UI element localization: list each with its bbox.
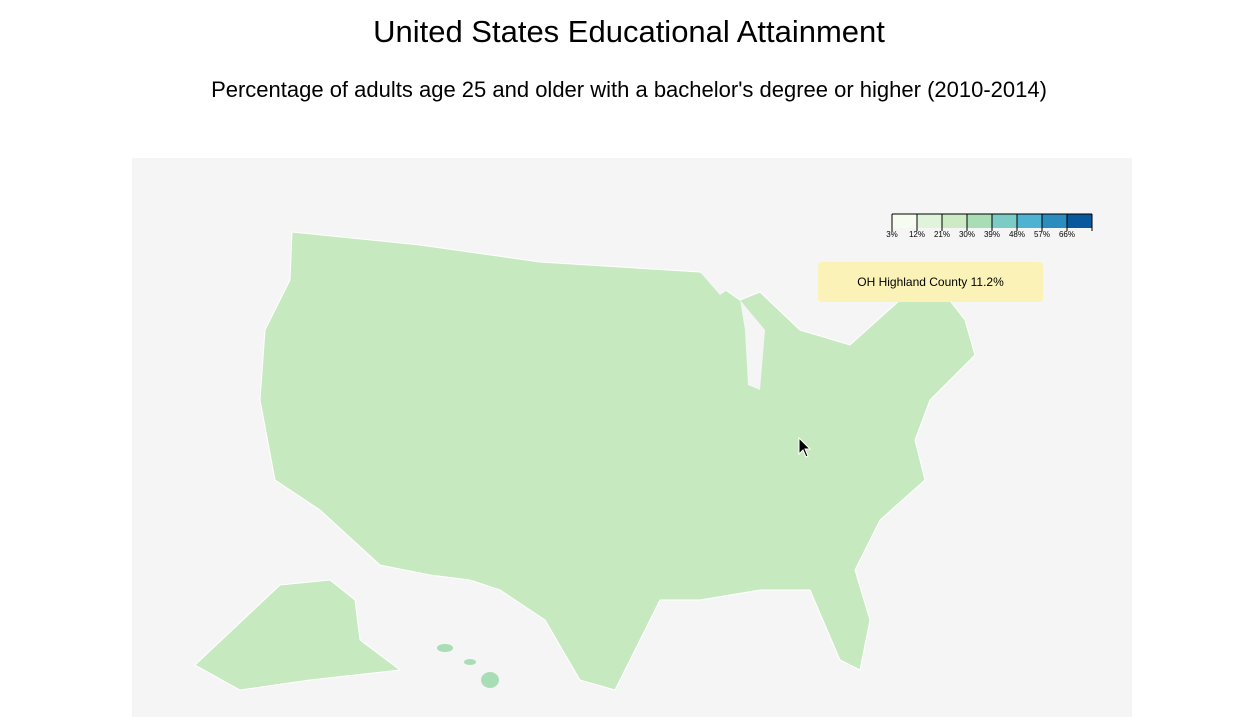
legend-swatch xyxy=(917,214,942,228)
legend: 3% 12% 21% 30% 39% 48% 57% 66% xyxy=(886,213,1093,239)
legend-swatch xyxy=(892,214,917,228)
legend-swatch xyxy=(1067,214,1092,228)
legend-tick-label: 30% xyxy=(959,230,975,239)
great-lakes xyxy=(700,272,765,390)
tooltip: OH Highland County 11.2% xyxy=(818,262,1043,302)
legend-tick-label: 48% xyxy=(1009,230,1025,239)
subtitle: Percentage of adults age 25 and older wi… xyxy=(211,77,1047,102)
title: United States Educational Attainment xyxy=(373,14,885,49)
legend-tick-label: 57% xyxy=(1034,230,1050,239)
legend-tick-label: 39% xyxy=(984,230,1000,239)
legend-tick-label: 21% xyxy=(934,230,950,239)
legend-swatch xyxy=(1042,214,1067,228)
hawaii xyxy=(481,672,499,688)
cursor xyxy=(798,436,812,458)
legend-swatch xyxy=(942,214,967,228)
legend-tick-label: 3% xyxy=(886,230,898,239)
legend-swatch xyxy=(967,214,992,228)
legend-tick-label: 12% xyxy=(909,230,925,239)
hawaii xyxy=(437,644,453,652)
legend-swatch xyxy=(1017,214,1042,228)
legend-tick-label: 66% xyxy=(1059,230,1075,239)
hawaii xyxy=(464,659,476,665)
alaska xyxy=(194,579,402,691)
legend-swatch xyxy=(992,214,1017,228)
us-outline xyxy=(259,231,976,691)
